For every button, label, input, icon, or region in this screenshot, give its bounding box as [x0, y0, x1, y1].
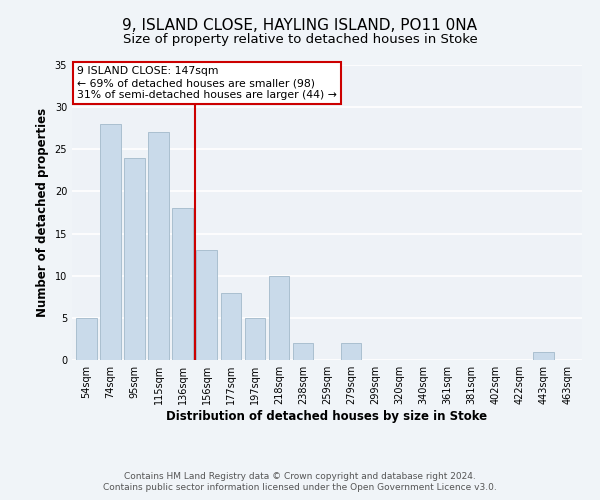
Bar	[100, 124, 121, 360]
Bar	[341, 343, 361, 360]
Bar	[245, 318, 265, 360]
Bar	[533, 352, 554, 360]
Y-axis label: Number of detached properties: Number of detached properties	[36, 108, 49, 317]
Text: Size of property relative to detached houses in Stoke: Size of property relative to detached ho…	[122, 32, 478, 46]
Text: Contains HM Land Registry data © Crown copyright and database right 2024.: Contains HM Land Registry data © Crown c…	[124, 472, 476, 481]
Text: 9 ISLAND CLOSE: 147sqm
← 69% of detached houses are smaller (98)
31% of semi-det: 9 ISLAND CLOSE: 147sqm ← 69% of detached…	[77, 66, 337, 100]
Text: 9, ISLAND CLOSE, HAYLING ISLAND, PO11 0NA: 9, ISLAND CLOSE, HAYLING ISLAND, PO11 0N…	[122, 18, 478, 32]
Bar	[221, 292, 241, 360]
X-axis label: Distribution of detached houses by size in Stoke: Distribution of detached houses by size …	[166, 410, 488, 423]
Bar	[76, 318, 97, 360]
Text: Contains public sector information licensed under the Open Government Licence v3: Contains public sector information licen…	[103, 483, 497, 492]
Bar	[172, 208, 193, 360]
Bar	[148, 132, 169, 360]
Bar	[124, 158, 145, 360]
Bar	[293, 343, 313, 360]
Bar	[269, 276, 289, 360]
Bar	[196, 250, 217, 360]
